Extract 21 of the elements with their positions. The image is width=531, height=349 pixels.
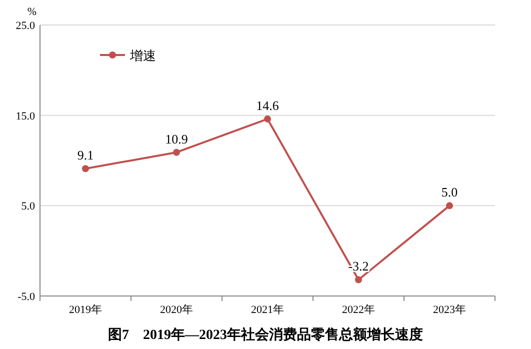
point <box>173 148 180 156</box>
data-label: 14.6 <box>256 98 280 113</box>
x-tick-label: 2019年 <box>69 304 102 316</box>
x-tick-label: 2022年 <box>342 304 375 316</box>
y-tick-label: -5.0 <box>18 291 36 303</box>
data-label: 5.0 <box>441 184 458 200</box>
data-label: 10.9 <box>165 131 188 146</box>
point <box>355 276 362 284</box>
y-tick-label: 15.0 <box>16 110 36 122</box>
y-tick-label: 25.0 <box>16 20 36 32</box>
legend-label: 增速 <box>129 48 156 63</box>
x-tick-label: 2020年 <box>160 304 193 316</box>
point <box>446 202 453 210</box>
point <box>264 115 271 122</box>
x-tick-label: 2023年 <box>433 304 466 316</box>
point <box>82 165 89 172</box>
y-axis-title: % <box>27 6 37 18</box>
y-tick-label: 5.0 <box>21 200 36 213</box>
x-tick-label: 2021年 <box>251 304 284 316</box>
text: 图7 2019年—2023年社会消费品零售总额增长速度 <box>108 326 423 343</box>
data-label: 9.1 <box>77 148 94 163</box>
